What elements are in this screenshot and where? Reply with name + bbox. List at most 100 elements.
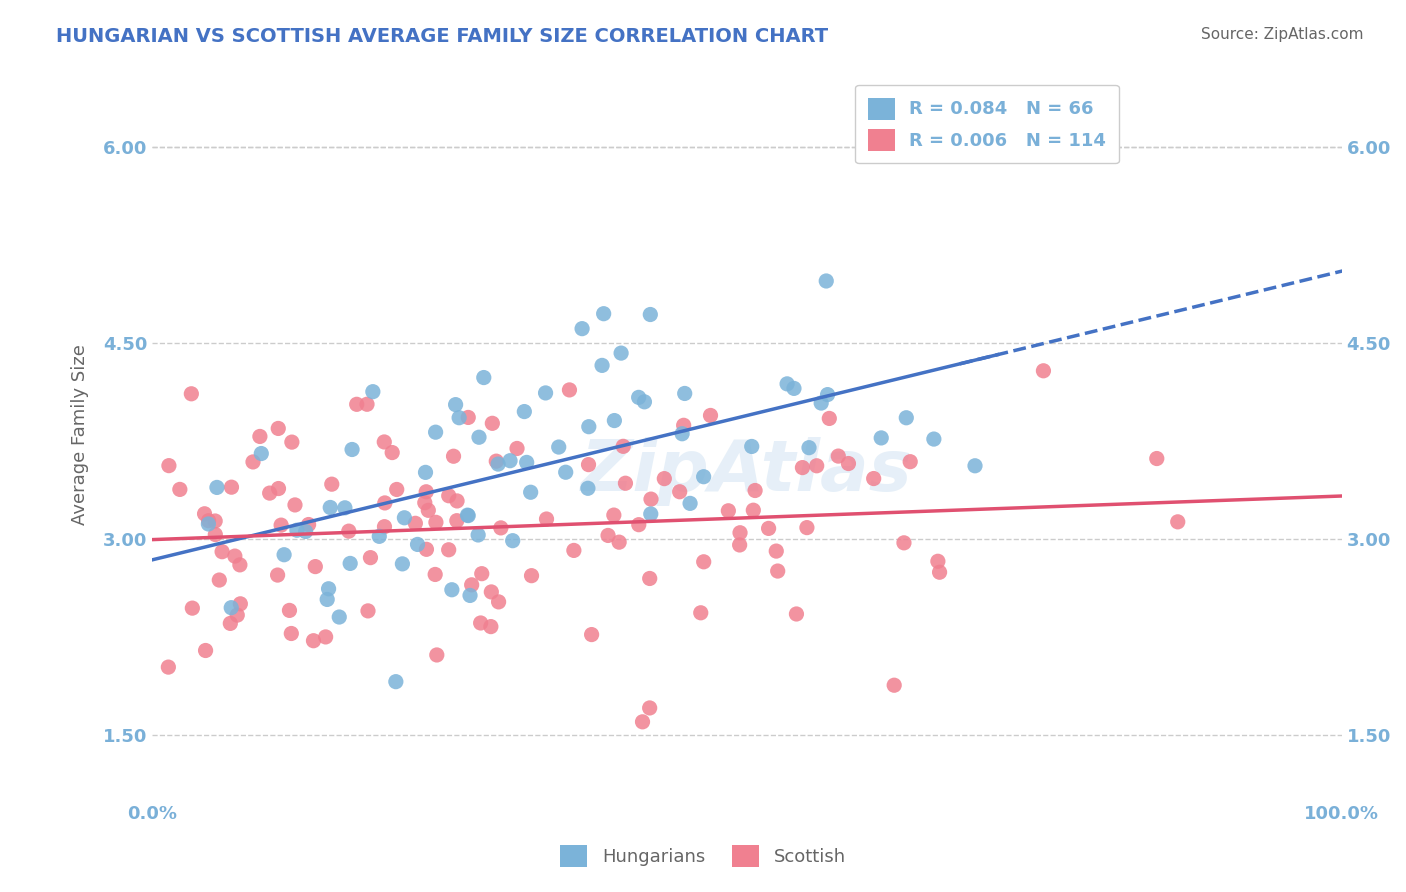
Point (699, 409, 721, 423)
Text: ZipAtlas: ZipAtlas (581, 437, 912, 506)
Point (394, 510, 416, 524)
Point (896, 410, 918, 425)
Point (633, 394, 655, 409)
Point (766, 564, 789, 578)
Point (893, 536, 915, 550)
Point (157, 458, 180, 473)
Point (467, 528, 489, 542)
Point (208, 573, 231, 587)
Point (581, 627, 603, 641)
Point (413, 496, 436, 510)
Point (437, 542, 460, 557)
Point (603, 413, 626, 427)
Point (242, 455, 264, 469)
Point (460, 578, 482, 592)
Point (357, 604, 380, 618)
Point (928, 566, 950, 580)
Point (337, 524, 360, 538)
Point (576, 481, 599, 495)
Point (481, 417, 503, 431)
Point (744, 483, 766, 498)
Point (361, 384, 384, 399)
Point (194, 643, 217, 657)
Point (250, 446, 273, 460)
Point (627, 517, 650, 532)
Point (765, 544, 787, 558)
Point (652, 472, 675, 486)
Point (627, 390, 650, 404)
Point (219, 600, 242, 615)
Point (922, 432, 945, 446)
Point (516, 455, 538, 469)
Point (443, 449, 465, 463)
Point (776, 376, 799, 391)
Point (612, 439, 634, 453)
Point (281, 435, 304, 450)
Point (607, 535, 630, 549)
Point (596, 528, 619, 542)
Point (444, 398, 467, 412)
Point (631, 714, 654, 729)
Point (284, 498, 307, 512)
Point (458, 589, 481, 603)
Point (197, 516, 219, 531)
Point (758, 521, 780, 535)
Point (425, 516, 447, 530)
Point (668, 484, 690, 499)
Point (446, 514, 468, 528)
Point (267, 421, 290, 435)
Point (304, 559, 326, 574)
Point (211, 545, 233, 559)
Point (333, 500, 356, 515)
Point (810, 396, 832, 410)
Point (315, 630, 337, 644)
Point (266, 568, 288, 582)
Point (204, 514, 226, 528)
Point (381, 445, 404, 459)
Point (837, 457, 859, 471)
Point (741, 440, 763, 454)
Point (927, 554, 949, 568)
Legend: Hungarians, Scottish: Hungarians, Scottish (553, 838, 853, 874)
Point (591, 359, 613, 373)
Point (249, 429, 271, 443)
Point (470, 615, 492, 630)
Point (457, 508, 479, 523)
Point (404, 516, 426, 531)
Point (267, 482, 290, 496)
Point (339, 557, 361, 571)
Point (485, 454, 508, 468)
Point (898, 455, 921, 469)
Point (328, 610, 350, 624)
Point (229, 597, 252, 611)
Point (571, 321, 593, 335)
Point (415, 466, 437, 480)
Point (815, 274, 838, 288)
Point (640, 308, 662, 322)
Point (219, 616, 242, 631)
Point (472, 370, 495, 384)
Point (783, 381, 806, 395)
Point (226, 608, 249, 623)
Point (297, 517, 319, 532)
Text: Source: ZipAtlas.com: Source: ZipAtlas.com (1201, 27, 1364, 42)
Point (638, 701, 661, 715)
Point (870, 431, 893, 445)
Point (519, 485, 541, 500)
Point (224, 549, 246, 563)
Point (536, 512, 558, 526)
Point (340, 442, 363, 457)
Point (692, 469, 714, 483)
Point (418, 503, 440, 517)
Point (457, 508, 479, 523)
Point (437, 489, 460, 503)
Point (180, 386, 202, 401)
Point (229, 558, 252, 572)
Point (502, 533, 524, 548)
Point (406, 537, 429, 551)
Point (446, 494, 468, 508)
Point (449, 410, 471, 425)
Point (181, 601, 204, 615)
Point (578, 458, 600, 472)
Point (368, 529, 391, 543)
